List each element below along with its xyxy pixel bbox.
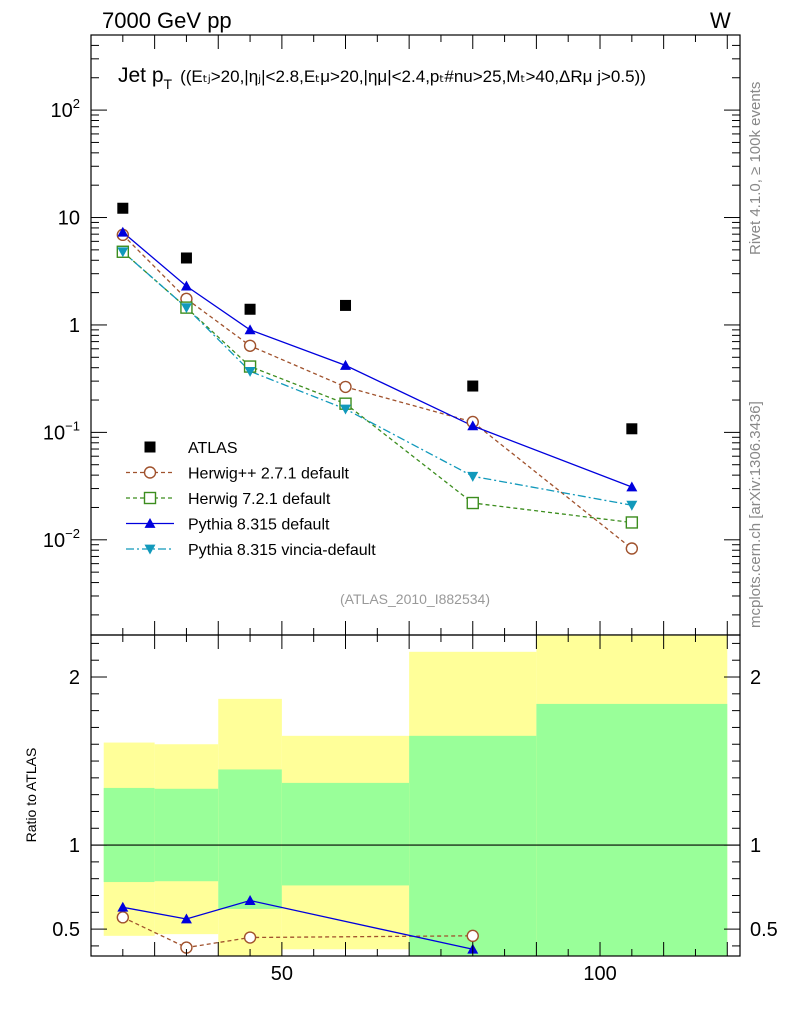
point-s1-5 (625, 542, 639, 555)
point-s3-2 (244, 324, 256, 335)
title-subscript: T (164, 76, 173, 92)
legend-label-2: Herwig 7.2.1 default (188, 491, 331, 508)
mcplots-label: mcplots.cern.ch [arXiv:1306.3436] (747, 401, 764, 628)
ratio-y-label-right-0: 0.5 (750, 919, 778, 941)
plot-title: Jet pT ((Eₜⱼ>20,|ηⱼ|<2.8,Eₜμ>20,|ημ|<2.4,… (118, 64, 646, 92)
ratio-point-s0-0 (116, 911, 130, 924)
point-s4-5 (626, 500, 638, 511)
ratio-point-s1-1 (180, 913, 192, 924)
ratio-series-lines (122, 899, 473, 950)
ratio-frame-border (90, 634, 741, 957)
main-panel (91, 35, 740, 635)
stat-uncertainty-band-2 (218, 769, 282, 909)
ratio-data-marks (116, 895, 479, 954)
ratio-y-label-right-1: 1 (750, 835, 761, 857)
y-tick-label-0: 102 (51, 96, 80, 122)
point-s2-4 (466, 496, 479, 510)
ratio-y-label-left-1: 1 (69, 835, 80, 857)
point-s2-5 (625, 516, 639, 529)
point-s3-0 (117, 226, 129, 237)
title-cuts: ((Eₜⱼ>20,|ηⱼ|<2.8,Eₜμ>20,|ημ|<2.4,pₜ#nu>… (180, 67, 646, 86)
x-tick-label-1: 100 (583, 963, 616, 985)
ratio-y-label-left-0: 0.5 (52, 919, 80, 941)
point-s1-2 (243, 339, 257, 352)
y-tick-label-2: 1 (69, 315, 80, 337)
ratio-point-s1-2 (244, 895, 256, 905)
point-s3-3 (340, 359, 352, 370)
main-panel-frame: 102 10 1 10−1 10−2 (43, 34, 741, 636)
legend-marker-3 (144, 518, 156, 528)
title-main: Jet p (118, 64, 164, 87)
point-s0-5 (626, 423, 638, 435)
energy-label: 7000 GeV pp (102, 8, 232, 33)
point-s3-5 (626, 481, 638, 492)
point-s3-1 (180, 280, 192, 291)
stat-uncertainty-band-1 (154, 788, 219, 882)
point-s0-3 (340, 299, 352, 311)
y-tick-label-1: 10 (58, 208, 80, 230)
process-label: W (710, 8, 731, 33)
ratio-line-1 (122, 899, 473, 950)
point-s4-3 (340, 404, 352, 415)
y-tick-label-3: 10−1 (43, 418, 80, 444)
legend-marker-4 (144, 544, 156, 555)
point-s0-0 (117, 202, 129, 214)
ratio-uncertainty-bands (91, 635, 740, 956)
ratio-line-0 (122, 916, 473, 949)
point-s1-3 (339, 380, 352, 394)
point-s3-4 (467, 420, 479, 431)
legend-label-1: Herwig++ 2.7.1 default (188, 466, 350, 483)
main-series-lines (122, 231, 633, 550)
stat-uncertainty-band-3 (281, 782, 410, 886)
ratio-point-s0-3 (466, 929, 479, 943)
legend-marker-2 (143, 491, 157, 505)
point-s0-4 (467, 380, 479, 392)
ratio-y-label-left-2: 2 (69, 667, 80, 689)
point-s4-1 (180, 303, 192, 314)
main-data-marks (116, 202, 639, 555)
legend: ATLAS Herwig++ 2.7.1 default Herwig 7.2.1 … (126, 440, 376, 559)
stat-uncertainty-band-5 (536, 703, 728, 956)
point-s4-4 (467, 471, 479, 482)
ratio-point-s1-0 (117, 901, 129, 912)
x-tick-label-0: 50 (271, 963, 293, 985)
rivet-version-label: Rivet 4.1.0, ≥ 100k events (747, 82, 764, 255)
ratio-y-label-right-2: 2 (750, 667, 761, 689)
y-tick-label-4: 10−2 (43, 526, 80, 552)
legend-label-0: ATLAS (188, 440, 238, 457)
ratio-axis-label: Ratio to ATLAS (23, 748, 39, 843)
stat-uncertainty-band-0 (103, 787, 155, 883)
stat-uncertainty-band-4 (409, 735, 537, 956)
ratio-panel-frame: 0.5 0.5 1 1 2 2 50 100 (52, 634, 778, 985)
legend-label-3: Pythia 8.315 default (188, 517, 330, 534)
series-line-4 (122, 251, 632, 506)
legend-label-4: Pythia 8.315 vincia-default (188, 542, 376, 559)
legend-marker-1 (143, 466, 157, 479)
series-line-3 (122, 231, 633, 488)
point-s0-2 (244, 303, 256, 315)
main-plot-area (91, 35, 740, 635)
point-s4-2 (244, 366, 256, 377)
ratio-point-s0-2 (243, 931, 257, 944)
legend-marker-0 (144, 441, 156, 453)
point-s0-1 (180, 252, 192, 264)
point-s4-0 (117, 247, 129, 258)
analysis-watermark: (ATLAS_2010_I882534) (340, 591, 490, 607)
